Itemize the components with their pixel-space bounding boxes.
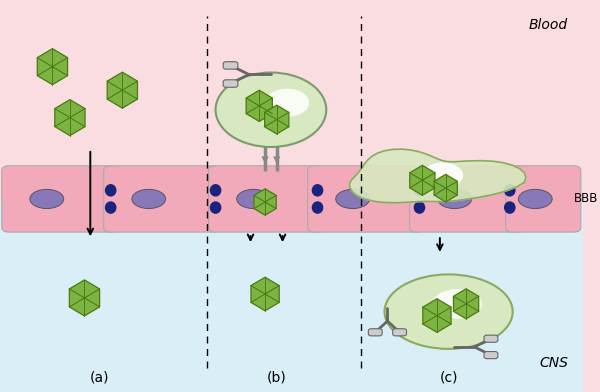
FancyBboxPatch shape	[223, 80, 238, 87]
FancyBboxPatch shape	[484, 352, 498, 359]
Ellipse shape	[336, 189, 370, 209]
Bar	[6, 167, 574, 231]
Polygon shape	[410, 165, 435, 195]
FancyBboxPatch shape	[393, 329, 407, 336]
Ellipse shape	[105, 184, 116, 197]
Polygon shape	[423, 299, 451, 332]
Polygon shape	[70, 280, 100, 316]
Text: (c): (c)	[439, 370, 458, 384]
FancyBboxPatch shape	[209, 166, 325, 232]
Ellipse shape	[210, 201, 221, 214]
Text: (a): (a)	[89, 370, 109, 384]
Ellipse shape	[30, 189, 64, 209]
Polygon shape	[37, 49, 68, 85]
Polygon shape	[55, 100, 85, 136]
Ellipse shape	[438, 189, 472, 209]
Polygon shape	[349, 149, 526, 203]
Ellipse shape	[311, 184, 323, 197]
Ellipse shape	[237, 189, 271, 209]
Polygon shape	[107, 72, 137, 108]
Ellipse shape	[210, 184, 221, 197]
FancyBboxPatch shape	[308, 166, 424, 232]
Text: Blood: Blood	[529, 18, 568, 32]
Bar	[0, 202, 583, 392]
Ellipse shape	[385, 274, 512, 349]
Ellipse shape	[518, 189, 552, 209]
Ellipse shape	[413, 201, 425, 214]
Ellipse shape	[422, 162, 463, 188]
Ellipse shape	[215, 73, 326, 147]
FancyBboxPatch shape	[410, 166, 526, 232]
Text: CNS: CNS	[539, 356, 568, 370]
Polygon shape	[254, 189, 276, 215]
Polygon shape	[454, 289, 479, 319]
FancyBboxPatch shape	[506, 166, 581, 232]
Text: (b): (b)	[267, 370, 287, 384]
Polygon shape	[251, 277, 279, 311]
Polygon shape	[265, 105, 289, 134]
Ellipse shape	[504, 201, 515, 214]
Ellipse shape	[413, 184, 425, 197]
Ellipse shape	[311, 201, 323, 214]
FancyBboxPatch shape	[368, 329, 382, 336]
FancyBboxPatch shape	[484, 335, 498, 342]
Polygon shape	[434, 174, 457, 202]
FancyBboxPatch shape	[104, 166, 220, 232]
Bar	[0, 0, 583, 202]
Ellipse shape	[504, 184, 515, 197]
Polygon shape	[246, 90, 272, 122]
Ellipse shape	[433, 289, 482, 318]
FancyBboxPatch shape	[223, 62, 238, 69]
Ellipse shape	[265, 89, 309, 117]
Text: BBB: BBB	[574, 192, 598, 205]
FancyBboxPatch shape	[2, 166, 118, 232]
Ellipse shape	[132, 189, 166, 209]
Ellipse shape	[105, 201, 116, 214]
